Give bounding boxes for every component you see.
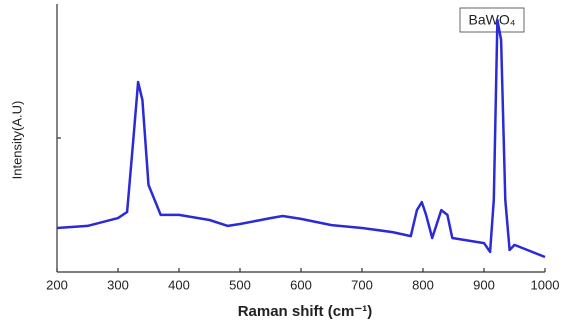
- x-tick-label: 600: [290, 277, 312, 292]
- annotation-box: [459, 7, 525, 33]
- x-tick-label: 800: [412, 277, 434, 292]
- spectrum-line: [56, 18, 546, 259]
- y-axis-label: Intensity(A.U): [9, 101, 24, 180]
- x-tick-label: 900: [473, 277, 495, 292]
- x-tick-label: 200: [46, 277, 68, 292]
- x-tick-label: 1000: [531, 277, 560, 292]
- annotation: BaWO₄: [469, 12, 516, 28]
- x-axis-label: Raman shift (cm⁻¹): [238, 303, 373, 320]
- x-tick-label: 300: [107, 277, 129, 292]
- x-tick-label: 500: [229, 277, 251, 292]
- x-tick-label: 400: [168, 277, 190, 292]
- x-tick-label: 700: [351, 277, 373, 292]
